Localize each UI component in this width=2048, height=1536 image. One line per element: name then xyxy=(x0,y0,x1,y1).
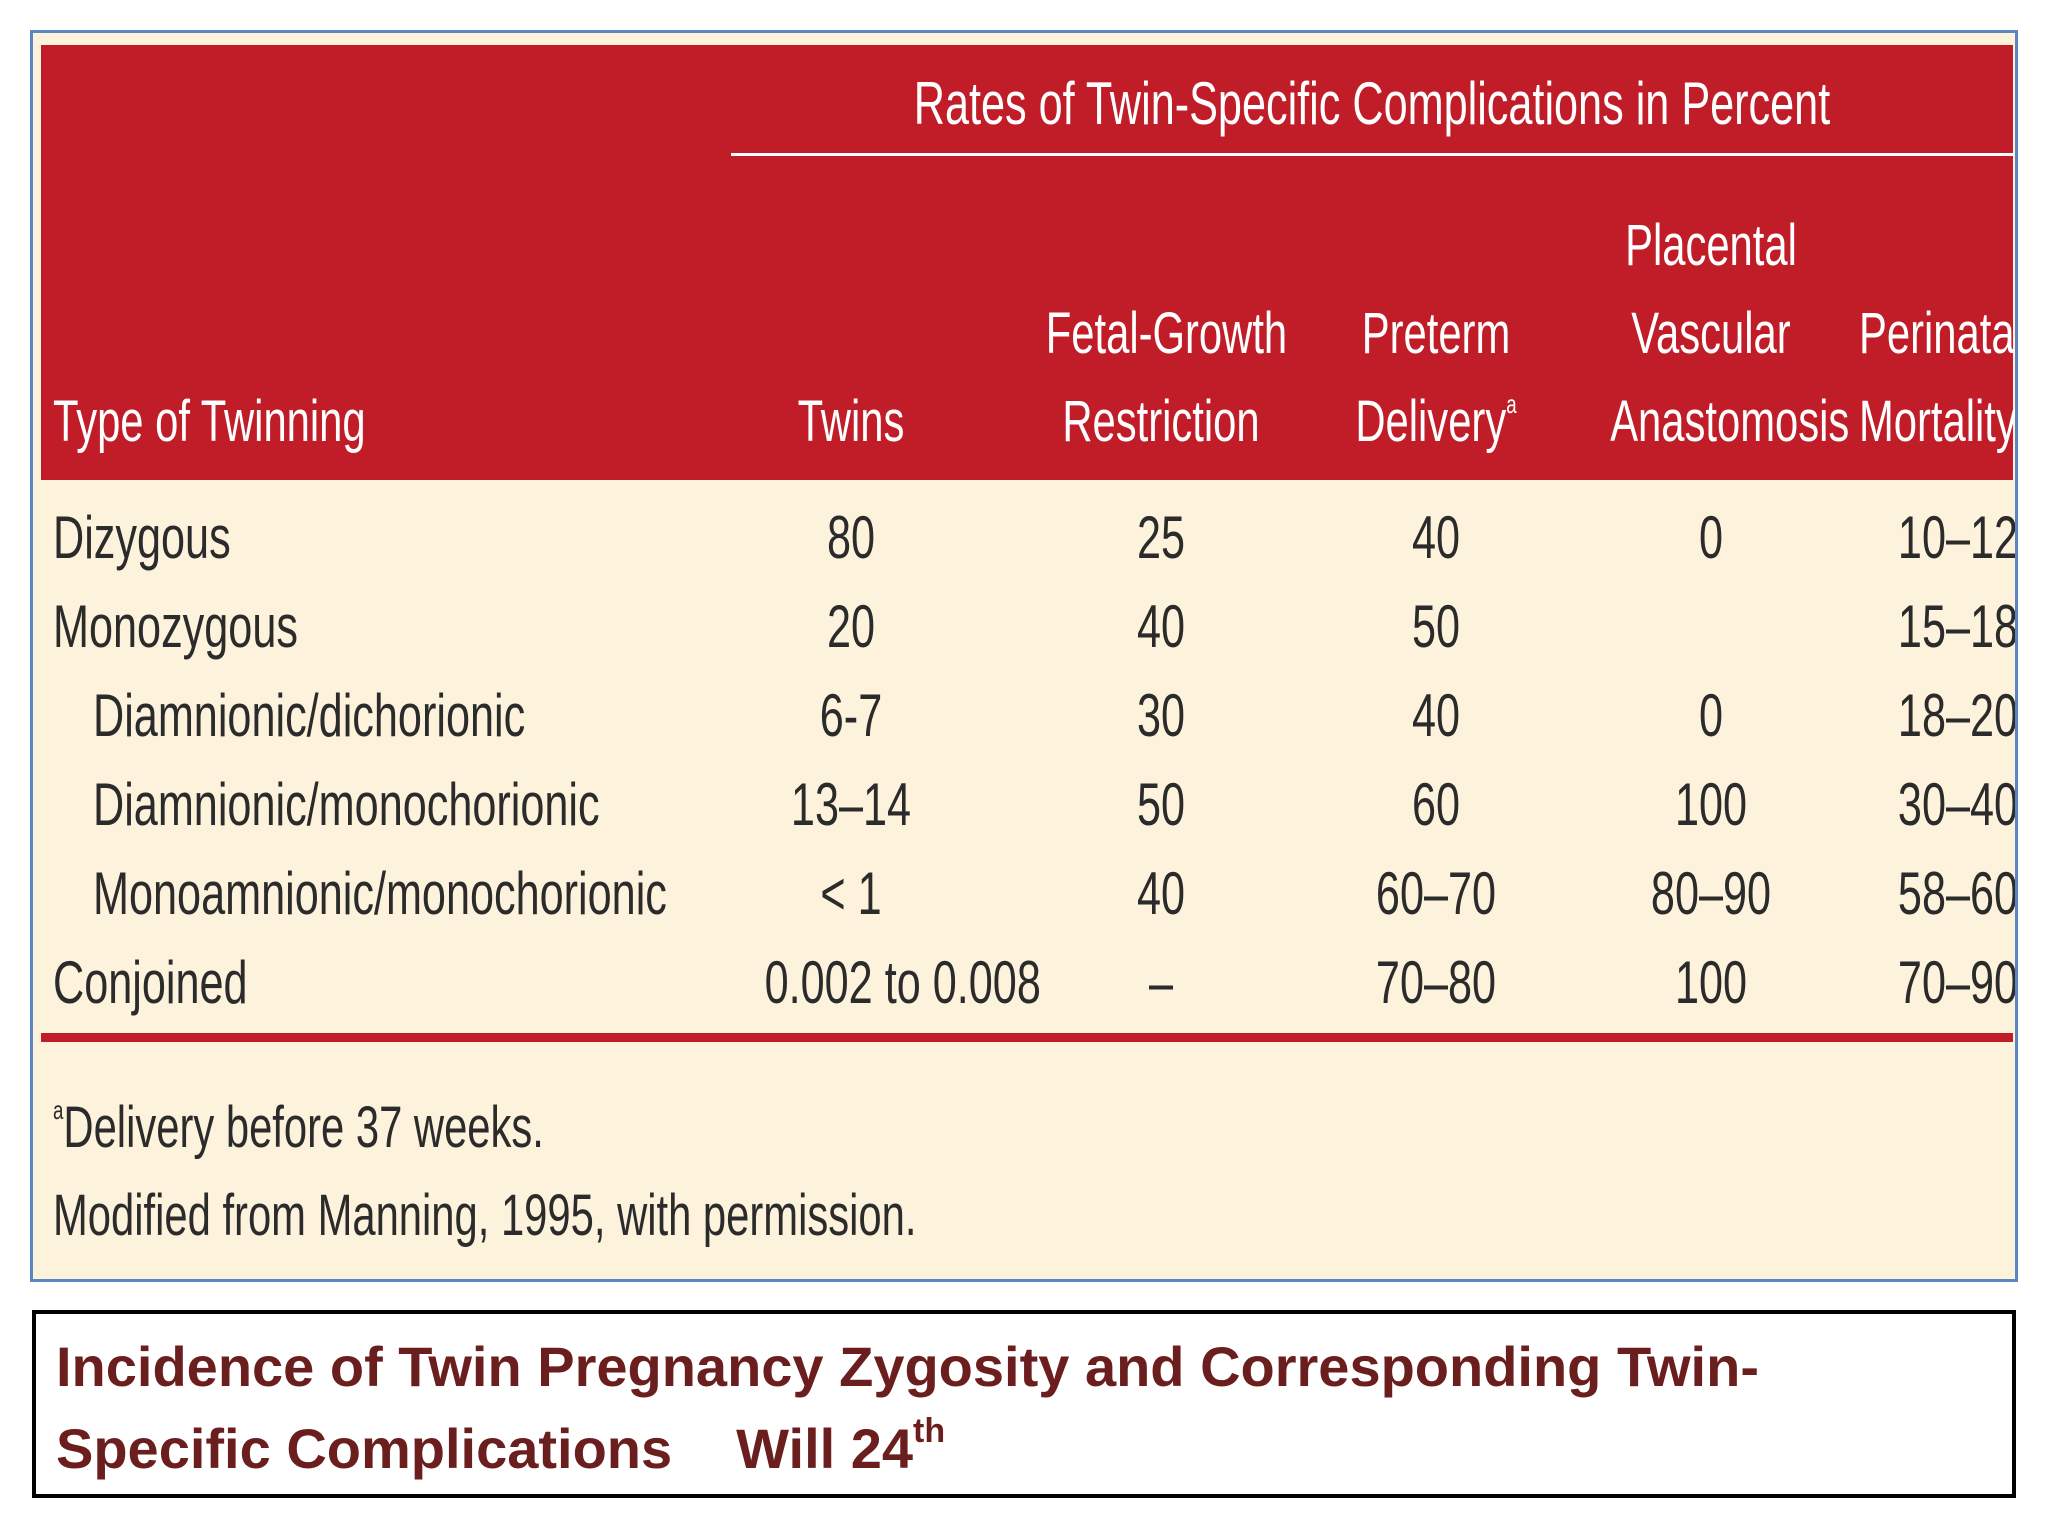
cell-pva: 0 xyxy=(1698,504,1724,571)
footnote-marker: a xyxy=(53,1095,64,1125)
cell-pm: 10–12 xyxy=(1897,504,2018,571)
caption-title: Incidence of Twin Pregnancy Zygosity and… xyxy=(56,1326,1956,1490)
column-header-placental-vascular-anastomosis: Placental Vascular Anastomosis xyxy=(1610,213,1850,454)
row-type: Monoamnionic/monochorionic xyxy=(93,860,667,927)
cell-preterm: 60 xyxy=(1411,771,1461,838)
cell-fgr: 40 xyxy=(1136,593,1186,660)
cell-twins: 0.002 to 0.008 xyxy=(764,949,1041,1016)
cell-pva: 80–90 xyxy=(1650,860,1772,927)
complications-table: Rates of Twin-Specific Complications in … xyxy=(30,30,2018,1282)
source-note: Modified from Manning, 1995, with permis… xyxy=(53,1183,917,1248)
cell-preterm: 40 xyxy=(1411,682,1461,749)
cell-pm: 15–18 xyxy=(1897,593,2018,660)
cell-pva: 0 xyxy=(1698,682,1724,749)
edition-superscript: th xyxy=(913,1412,946,1450)
cell-twins: 13–14 xyxy=(790,771,912,838)
table-header: Rates of Twin-Specific Complications in … xyxy=(41,45,2018,480)
caption-line-1: Incidence of Twin Pregnancy Zygosity and… xyxy=(56,1335,1759,1398)
cell-preterm: 50 xyxy=(1411,593,1461,660)
cell-fgr: – xyxy=(1148,949,1174,1016)
cell-pva: 100 xyxy=(1674,949,1748,1016)
table-row: Dizygous 80 25 40 0 10–12 xyxy=(41,493,2015,582)
column-header-preterm-delivery: Preterm Deliverya xyxy=(1355,301,1517,454)
table-row: Conjoined 0.002 to 0.008 – 70–80 100 70–… xyxy=(41,938,2015,1027)
table-row: Diamnionic/dichorionic 6-7 30 40 0 18–20 xyxy=(41,671,2015,760)
row-type: Dizygous xyxy=(53,504,231,571)
column-header-fetal-growth-restriction: Fetal-Growth Restriction xyxy=(1045,301,1288,454)
row-type: Monozygous xyxy=(53,593,298,660)
cell-fgr: 40 xyxy=(1136,860,1186,927)
cell-pva: 100 xyxy=(1674,771,1748,838)
table-body: Dizygous 80 25 40 0 10–12 Monozygous 20 … xyxy=(41,493,2015,1027)
cell-twins: 6-7 xyxy=(819,682,883,749)
cell-pm: 30–40 xyxy=(1897,771,2018,838)
cell-twins: < 1 xyxy=(820,860,882,927)
table-row: Monoamnionic/monochorionic < 1 40 60–70 … xyxy=(41,849,2015,938)
column-header-perinatal-mortality: Perinatal Mortality xyxy=(1859,301,2018,454)
cell-pva xyxy=(1625,582,1798,671)
cell-fgr: 50 xyxy=(1136,771,1186,838)
cell-twins: 80 xyxy=(826,504,876,571)
row-type: Diamnionic/dichorionic xyxy=(93,682,526,749)
caption-line-2: Specific Complications Will 24th xyxy=(56,1412,946,1480)
table-row: Diamnionic/monochorionic 13–14 50 60 100… xyxy=(41,760,2015,849)
cell-preterm: 40 xyxy=(1411,504,1461,571)
footnote: aDelivery before 37 weeks. xyxy=(53,1095,544,1160)
cell-preterm: 60–70 xyxy=(1375,860,1497,927)
footnote-marker: a xyxy=(1506,389,1517,419)
cell-fgr: 25 xyxy=(1136,504,1186,571)
group-header: Rates of Twin-Specific Complications in … xyxy=(913,70,1831,137)
caption-box: Incidence of Twin Pregnancy Zygosity and… xyxy=(32,1310,2016,1498)
column-header-type: Type of Twinning xyxy=(53,389,366,454)
row-type: Diamnionic/monochorionic xyxy=(93,771,600,838)
table-row: Monozygous 20 40 50 15–18 xyxy=(41,582,2015,671)
column-header-twins: Twins xyxy=(797,389,905,454)
cell-twins: 20 xyxy=(826,593,876,660)
cell-fgr: 30 xyxy=(1136,682,1186,749)
cell-pm: 70–90 xyxy=(1897,949,2018,1016)
row-type: Conjoined xyxy=(53,949,248,1016)
cell-pm: 18–20 xyxy=(1897,682,2018,749)
table-bottom-rule xyxy=(41,1033,2013,1042)
group-header-rule xyxy=(731,153,2013,156)
edition-label: Will 24 xyxy=(736,1417,914,1480)
cell-preterm: 70–80 xyxy=(1375,949,1497,1016)
cell-pm: 58–60 xyxy=(1897,860,2018,927)
